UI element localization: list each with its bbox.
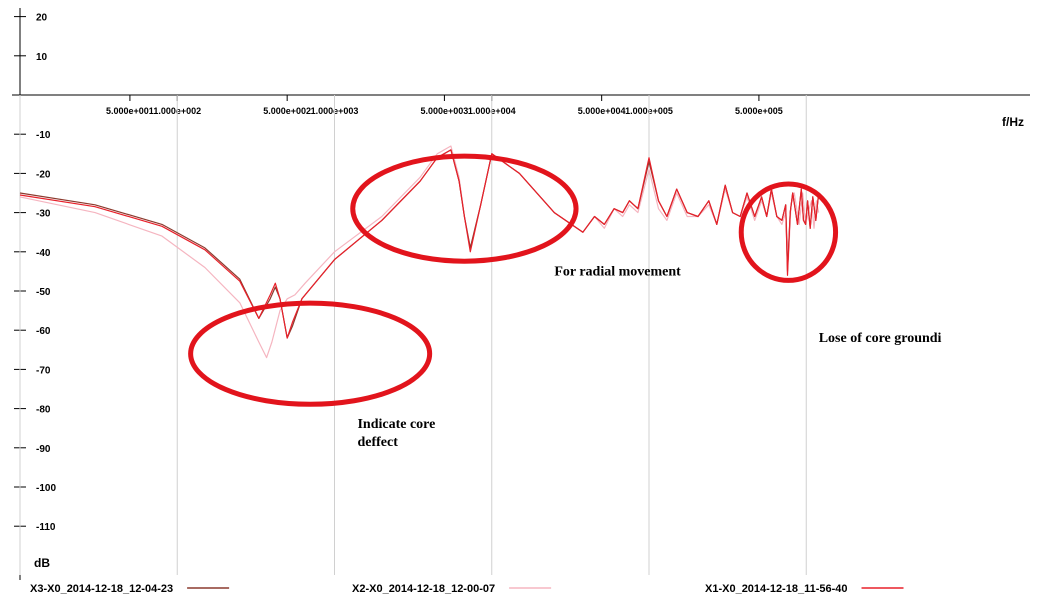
y-tick-label: 20 [36, 13, 48, 24]
y-tick-label: -100 [36, 483, 56, 494]
y-tick-label: -90 [36, 444, 51, 455]
y-tick-label: -50 [36, 287, 51, 298]
x-tick-label: 5.000e+001 [106, 106, 154, 116]
annotation-group: Indicate core deffect For radial movement L… [357, 264, 941, 450]
highlight-circle-3 [738, 181, 839, 283]
y-tick-label: -40 [36, 248, 51, 259]
axes [12, 8, 1030, 580]
y-tick-label: -110 [36, 522, 56, 533]
legend-label: X3-X0_2014-12-18_12-04-23 [30, 583, 173, 595]
y-tick-label: -60 [36, 326, 51, 337]
y-tick-label: -30 [36, 209, 51, 220]
annotation-text: For radial movement [554, 264, 681, 279]
x-tick-label: 5.000e+004 [578, 106, 626, 116]
y-tick-label: -10 [36, 130, 51, 141]
y-tick-label: -80 [36, 405, 51, 416]
annotation-text: deffect [357, 435, 398, 450]
legend-label: X1-X0_2014-12-18_11-56-40 [705, 583, 848, 595]
y-axis-label: dB [34, 556, 50, 570]
y-tick-label: -70 [36, 365, 51, 376]
y-tick-label: -20 [36, 169, 51, 180]
legend: X3-X0_2014-12-18_12-04-23 X2-X0_2014-12-1… [30, 583, 904, 595]
annotation-text: Lose of core groundi [819, 331, 942, 346]
x-tick-label: 5.000e+003 [421, 106, 469, 116]
x-tick-group: 5.000e+001 1.000e+002 5.000e+002 1.000e+003… [19, 95, 807, 575]
highlight-circle-2 [350, 153, 579, 264]
x-axis-label: f/Hz [1002, 115, 1024, 129]
series-group [19, 145, 820, 359]
y-tick-label: 10 [36, 52, 48, 63]
legend-label: X2-X0_2014-12-18_12-00-07 [352, 583, 495, 595]
x-tick-label: 5.000e+002 [263, 106, 311, 116]
series-line-2 [19, 145, 820, 359]
annotation-text: Indicate core [357, 417, 435, 432]
series-line-3 [19, 149, 820, 339]
highlight-circle-group [188, 153, 839, 407]
x-tick-label: 5.000e+005 [735, 106, 783, 116]
highlight-circle-1 [188, 300, 433, 407]
